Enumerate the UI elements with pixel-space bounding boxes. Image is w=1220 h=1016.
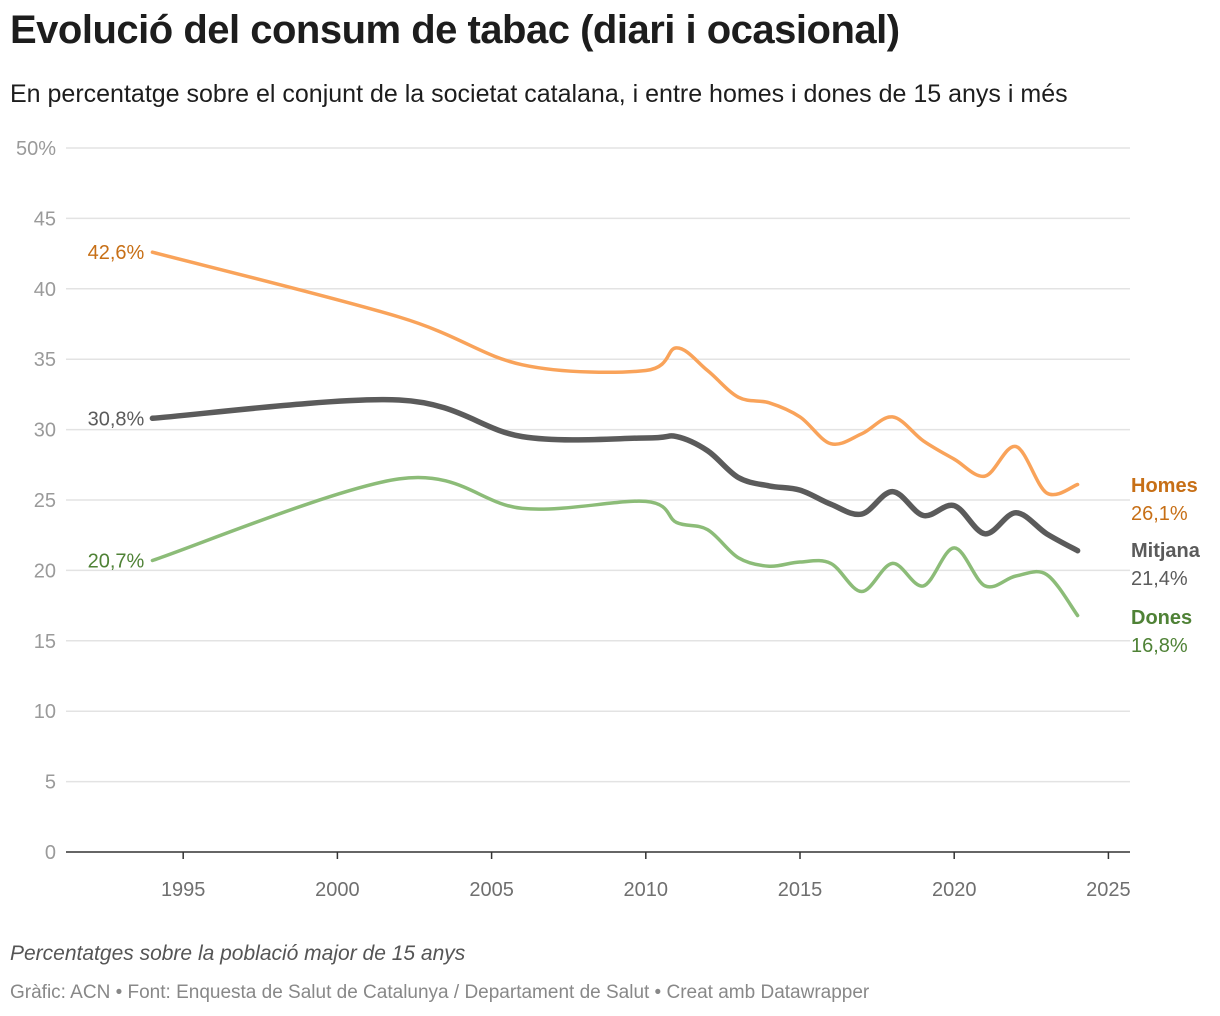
chart-subtitle: En percentatge sobre el conjunt de la so… [10,80,1068,108]
x-tick-label: 2005 [469,879,514,901]
end-label-name-dones: Dones [1131,607,1192,629]
chart-note: Percentatges sobre la població major de … [10,942,466,965]
x-tick-label: 2000 [315,879,360,901]
start-label-mitjana: 30,8% [88,408,145,430]
x-axis: 1995 2000 2005 2010 2015 2020 2025 [66,851,1131,901]
y-tick-label: 50% [16,138,56,160]
series-line-homes [150,250,1080,497]
y-tick-label: 0 [45,842,56,864]
x-tick-label: 2025 [1086,879,1131,901]
end-label-value-mitjana: 21,4% [1131,568,1188,590]
series-labels: 42,6% Homes 26,1% 30,8% Mitjana 21,4% 20,7% Don… [88,242,1201,657]
series-line-dones [150,475,1080,618]
y-tick-label: 30 [34,420,56,442]
grid-lines [66,147,1130,783]
start-label-homes: 42,6% [88,242,145,264]
end-label-value-homes: 26,1% [1131,503,1188,525]
y-axis: 0 5 10 15 20 25 30 35 40 45 50% [16,138,56,864]
end-label-name-homes: Homes [1131,475,1198,497]
y-tick-label: 15 [34,631,56,653]
series-lines [149,250,1081,618]
y-tick-label: 20 [34,560,56,582]
y-tick-label: 40 [34,279,56,301]
chart-title: Evolució del consum de tabac (diari i oc… [10,8,900,52]
y-tick-label: 35 [34,349,56,371]
series-line-mitjana [149,396,1081,554]
end-label-name-mitjana: Mitjana [1131,540,1201,562]
y-tick-label: 10 [34,701,56,723]
x-tick-label: 1995 [161,879,206,901]
start-label-dones: 20,7% [88,551,145,573]
x-tick-label: 2010 [624,879,669,901]
y-tick-label: 25 [34,490,56,512]
chart-source: Gràfic: ACN • Font: Enquesta de Salut de… [10,982,870,1003]
x-tick-label: 2015 [778,879,823,901]
y-tick-label: 5 [45,772,56,794]
x-tick-label: 2020 [932,879,977,901]
y-tick-label: 45 [34,208,56,230]
end-label-value-dones: 16,8% [1131,635,1188,657]
